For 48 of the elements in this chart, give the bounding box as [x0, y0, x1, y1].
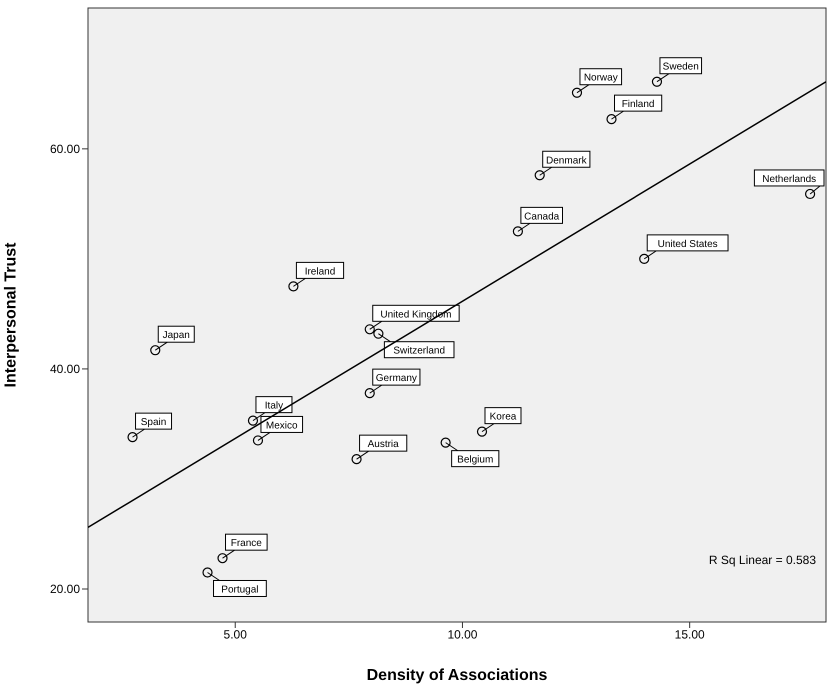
annotation: Ireland [304, 266, 336, 278]
x-tick-label: 15.00 [674, 628, 706, 642]
point [364, 324, 375, 334]
annotation: Belgium [457, 454, 494, 466]
annotation: France [230, 538, 262, 550]
annotation: Netherlands [762, 174, 816, 185]
annotation: Finland [622, 99, 655, 110]
point [639, 254, 650, 264]
point [804, 188, 816, 200]
annotation: Norway [584, 72, 618, 84]
y-tick-label: 20.00 [50, 582, 80, 596]
annotation: Korea [490, 412, 517, 423]
point [652, 76, 662, 87]
point [364, 388, 375, 398]
annotation: Germany [376, 373, 417, 384]
point [476, 426, 488, 437]
point [252, 435, 264, 446]
point [351, 454, 362, 464]
point [217, 553, 228, 564]
y-tick-label: 40.00 [50, 362, 80, 376]
x-axis-title: Density of Associations [366, 667, 548, 684]
annotation: Spain [140, 417, 166, 428]
point [440, 438, 451, 448]
annotation: Italy [264, 400, 284, 412]
point [606, 114, 617, 124]
point [572, 88, 582, 98]
point [534, 170, 545, 180]
y-tick-label: 60.00 [50, 142, 80, 156]
x-tick-label: 10.00 [447, 628, 478, 642]
point [202, 567, 213, 578]
annotation: Japan [162, 330, 190, 342]
annotation: United States [658, 238, 718, 250]
annotation: Sweden [662, 62, 699, 73]
point [288, 281, 299, 292]
annotation: Switzerland [393, 346, 446, 357]
y-axis-title: Interpersonal Trust [2, 242, 20, 388]
annotation: Portugal [221, 584, 259, 596]
point [373, 328, 384, 339]
point [248, 416, 258, 426]
annotation: Denmark [546, 155, 588, 166]
point [127, 432, 138, 442]
point [512, 226, 523, 236]
annotation: Mexico [266, 420, 298, 432]
point [150, 345, 160, 356]
annotation: Canada [524, 211, 560, 222]
x-tick-label: 5.00 [224, 628, 248, 642]
annotation: Austria [368, 439, 400, 450]
annotation: R Sq Linear = 0.583 [708, 553, 816, 567]
